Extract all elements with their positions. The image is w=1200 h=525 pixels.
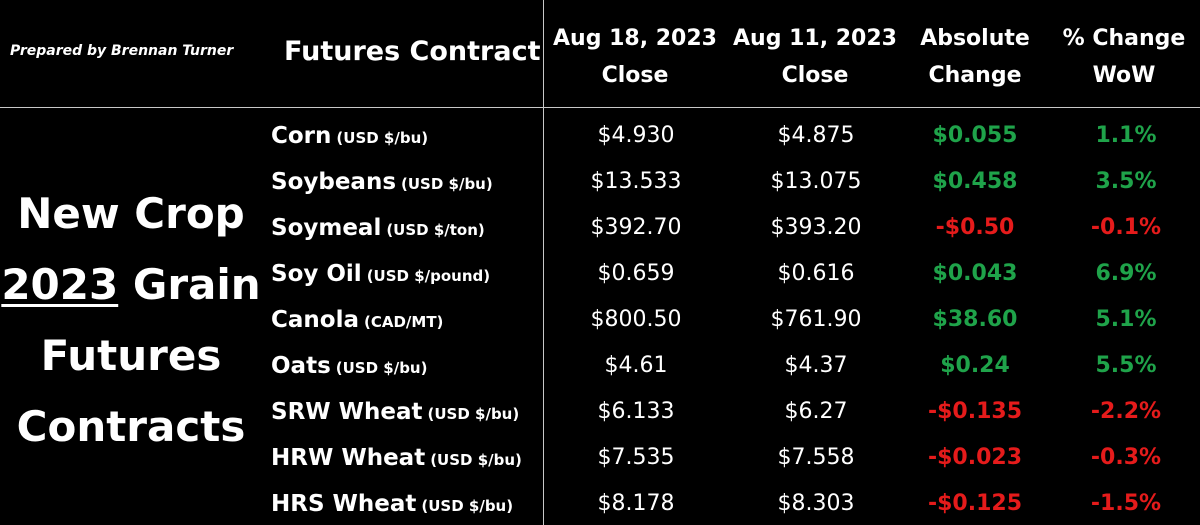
contract-unit: (USD $/bu) xyxy=(430,451,522,469)
contract-name-cell: Canola (CAD/MT) xyxy=(271,297,443,345)
header-abs-line1: Absolute xyxy=(920,26,1030,51)
aug11-close-value: $393.20 xyxy=(770,215,862,240)
pct-change-value: -0.3% xyxy=(1090,445,1162,470)
header-aug18-line2: Close xyxy=(601,63,669,88)
side-title-line3: Futures xyxy=(40,331,222,380)
contract-name: SRW Wheat xyxy=(271,399,423,425)
table-row: Corn (USD $/bu) $4.930 $4.875 $0.055 1.1% xyxy=(0,113,1200,159)
aug11-close-value: $0.616 xyxy=(777,261,855,286)
contract-unit: (USD $/bu) xyxy=(335,359,428,377)
absolute-change-value: -$0.023 xyxy=(927,445,1023,470)
table-row: SRW Wheat (USD $/bu) $6.133 $6.27 -$0.135 -2.… xyxy=(0,389,1200,435)
side-title-line1: New Crop xyxy=(17,189,245,238)
pct-change-value: -1.5% xyxy=(1090,491,1162,516)
table-row: Soy Oil (USD $/pound) $0.659 $0.616 $0.043 6.… xyxy=(0,251,1200,297)
header-pct-change-wow: % Change WoW xyxy=(1024,20,1200,94)
author-credit: Prepared by Brennan Turner xyxy=(10,43,234,59)
aug11-close-value: $6.27 xyxy=(784,399,848,424)
table-row: Canola (CAD/MT) $800.50 $761.90 $38.60 5.1% xyxy=(0,297,1200,343)
contract-name: Soy Oil xyxy=(271,261,362,287)
contract-name: Canola xyxy=(271,307,359,333)
contract-unit: (USD $/pound) xyxy=(366,267,491,285)
table-row: Soymeal (USD $/ton) $392.70 $393.20 -$0.50 -0… xyxy=(0,205,1200,251)
aug11-close-value: $8.303 xyxy=(777,491,855,516)
contract-name-cell: SRW Wheat (USD $/bu) xyxy=(271,389,519,437)
column-divider xyxy=(543,0,544,525)
absolute-change-value: $0.458 xyxy=(932,169,1018,194)
header-aug11-line2: Close xyxy=(781,63,849,88)
header-aug18-line1: Aug 18, 2023 xyxy=(553,26,717,51)
aug18-close-value: $8.178 xyxy=(597,491,675,516)
aug18-close-value: $800.50 xyxy=(590,307,682,332)
pct-change-value: -2.2% xyxy=(1090,399,1162,424)
table-row: Soybeans (USD $/bu) $13.533 $13.075 $0.458 3.… xyxy=(0,159,1200,205)
header-aug11-close: Aug 11, 2023 Close xyxy=(715,20,915,94)
contract-name-cell: Soymeal (USD $/ton) xyxy=(271,205,485,253)
contract-unit: (USD $/bu) xyxy=(427,405,520,423)
side-title-line2: 2023 Grain xyxy=(0,249,262,320)
absolute-change-value: $0.043 xyxy=(932,261,1018,286)
aug11-close-value: $761.90 xyxy=(770,307,862,332)
header-divider xyxy=(0,107,1200,108)
header-abs-line2: Change xyxy=(928,63,1022,88)
aug18-close-value: $13.533 xyxy=(590,169,682,194)
pct-change-value: 3.5% xyxy=(1095,169,1157,194)
contract-unit: (USD $/bu) xyxy=(421,497,514,515)
aug18-close-value: $4.930 xyxy=(597,123,675,148)
pct-change-value: -0.1% xyxy=(1090,215,1162,240)
aug18-close-value: $392.70 xyxy=(590,215,682,240)
side-title-grain: Grain xyxy=(118,260,261,309)
table-row: Oats (USD $/bu) $4.61 $4.37 $0.24 5.5% xyxy=(0,343,1200,389)
aug18-close-value: $4.61 xyxy=(604,353,668,378)
contract-unit: (USD $/bu) xyxy=(401,175,493,193)
contract-name-cell: Soybeans (USD $/bu) xyxy=(271,159,493,207)
contract-name-cell: HRS Wheat (USD $/bu) xyxy=(271,481,513,525)
contract-name-cell: HRW Wheat (USD $/bu) xyxy=(271,435,522,483)
aug18-close-value: $0.659 xyxy=(597,261,675,286)
contract-name: Soymeal xyxy=(271,215,382,241)
aug18-close-value: $6.133 xyxy=(597,399,675,424)
contract-name-cell: Soy Oil (USD $/pound) xyxy=(271,251,490,299)
pct-change-value: 5.1% xyxy=(1095,307,1157,332)
contract-unit: (USD $/bu) xyxy=(336,129,429,147)
header-futures-contract: Futures Contract xyxy=(284,36,541,67)
contract-name-cell: Corn (USD $/bu) xyxy=(271,113,428,161)
pct-change-value: 5.5% xyxy=(1095,353,1157,378)
aug11-close-value: $4.37 xyxy=(784,353,848,378)
contract-name: Soybeans xyxy=(271,169,397,195)
aug11-close-value: $4.875 xyxy=(777,123,855,148)
contract-unit: (USD $/ton) xyxy=(386,221,485,239)
side-title-line4: Contracts xyxy=(16,402,246,451)
contract-name-cell: Oats (USD $/bu) xyxy=(271,343,427,391)
absolute-change-value: -$0.50 xyxy=(935,215,1015,240)
aug11-close-value: $7.558 xyxy=(777,445,855,470)
table-row: HRS Wheat (USD $/bu) $8.178 $8.303 -$0.125 -1… xyxy=(0,481,1200,525)
header-aug11-line1: Aug 11, 2023 xyxy=(733,26,897,51)
absolute-change-value: $38.60 xyxy=(932,307,1018,332)
side-title: New Crop 2023 Grain Futures Contracts xyxy=(0,178,262,462)
aug11-close-value: $13.075 xyxy=(770,169,862,194)
aug18-close-value: $7.535 xyxy=(597,445,675,470)
contract-name: HRW Wheat xyxy=(271,445,426,471)
contract-name: Oats xyxy=(271,353,331,379)
contract-name: HRS Wheat xyxy=(271,491,417,517)
pct-change-value: 1.1% xyxy=(1095,123,1157,148)
header-pct-line2: WoW xyxy=(1092,63,1156,88)
pct-change-value: 6.9% xyxy=(1095,261,1157,286)
contract-name: Corn xyxy=(271,123,332,149)
header-pct-line1: % Change xyxy=(1062,26,1186,51)
absolute-change-value: $0.055 xyxy=(932,123,1018,148)
absolute-change-value: -$0.125 xyxy=(927,491,1023,516)
header-aug18-close: Aug 18, 2023 Close xyxy=(535,20,735,94)
side-title-year: 2023 xyxy=(1,260,119,309)
header-absolute-change: Absolute Change xyxy=(875,20,1075,94)
table-row: HRW Wheat (USD $/bu) $7.535 $7.558 -$0.023 -0… xyxy=(0,435,1200,481)
absolute-change-value: -$0.135 xyxy=(927,399,1023,424)
contract-unit: (CAD/MT) xyxy=(363,313,444,331)
absolute-change-value: $0.24 xyxy=(940,353,1010,378)
